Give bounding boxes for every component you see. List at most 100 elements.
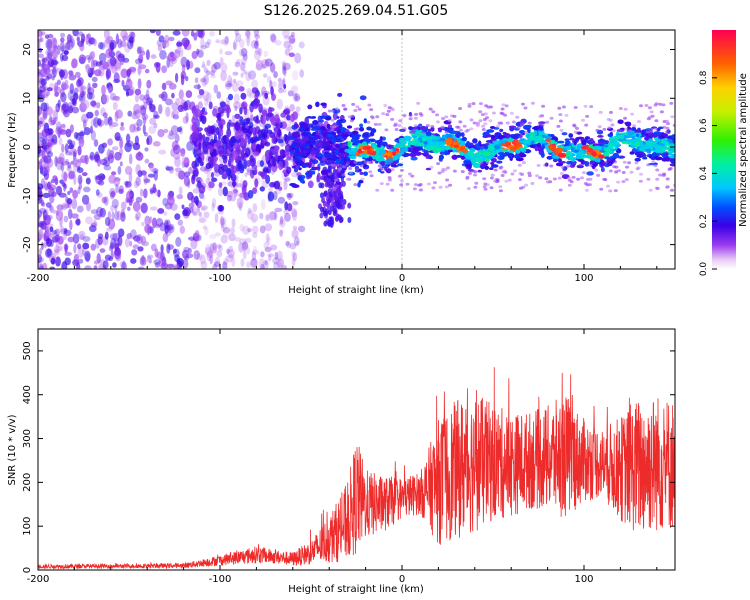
heatmap-cell xyxy=(115,33,119,45)
heatmap-cell xyxy=(149,163,155,172)
heatmap-cell xyxy=(234,105,238,112)
heatmap-cell xyxy=(266,75,272,83)
heatmap-cell xyxy=(334,195,338,202)
heatmap-cell xyxy=(393,122,398,126)
heatmap-cell xyxy=(150,104,156,113)
heatmap-cell xyxy=(90,118,97,127)
heatmap-cell xyxy=(489,186,494,190)
heatmap-cell xyxy=(153,114,160,120)
heatmap-cell xyxy=(127,206,131,211)
heatmap-cell xyxy=(311,116,316,119)
heatmap-cell xyxy=(632,124,637,128)
heatmap-cell xyxy=(82,90,86,96)
heatmap-cell xyxy=(294,93,298,101)
heatmap-cell xyxy=(74,219,81,225)
heatmap-cell xyxy=(502,148,509,152)
heatmap-cell xyxy=(42,142,46,153)
heatmap-cell xyxy=(50,257,56,265)
heatmap-cell xyxy=(603,144,609,148)
heatmap-cell xyxy=(363,160,368,164)
heatmap-cell xyxy=(126,75,131,83)
heatmap-cell xyxy=(469,127,474,131)
heatmap-cell xyxy=(342,199,347,205)
heatmap-cell xyxy=(256,145,261,150)
heatmap-cell xyxy=(39,158,43,169)
heatmap-cell xyxy=(138,54,144,64)
heatmap-cell xyxy=(191,199,195,207)
heatmap-cell xyxy=(214,232,221,237)
heatmap-cell xyxy=(192,211,198,216)
heatmap-cell xyxy=(114,204,118,212)
heatmap-cell xyxy=(490,173,495,177)
heatmap-cell xyxy=(47,58,55,67)
heatmap-cell xyxy=(276,98,283,110)
heatmap-cell xyxy=(102,61,109,70)
heatmap-cell xyxy=(166,219,171,231)
heatmap-cell xyxy=(175,72,179,83)
heatmap-cell xyxy=(348,167,353,170)
heatmap-cell xyxy=(310,150,317,155)
heatmap-cell xyxy=(45,225,50,231)
heatmap-cell xyxy=(292,225,298,231)
heatmap-cell xyxy=(580,176,584,180)
heatmap-cell xyxy=(56,204,64,211)
heatmap-cell xyxy=(266,236,271,245)
heatmap-cell xyxy=(63,184,68,189)
heatmap-cell xyxy=(653,127,658,131)
heatmap-cell xyxy=(380,160,386,165)
heatmap-cell xyxy=(509,111,514,115)
heatmap-cell xyxy=(114,151,122,161)
heatmap-cell xyxy=(152,141,161,147)
heatmap-cell xyxy=(312,120,319,125)
heatmap-cell xyxy=(232,82,239,93)
heatmap-cell xyxy=(125,78,133,89)
heatmap-cell xyxy=(277,77,282,83)
heatmap-cell xyxy=(69,71,74,78)
heatmap-cell xyxy=(332,163,337,167)
heatmap-cell xyxy=(445,145,451,150)
heatmap-cell xyxy=(323,151,330,156)
heatmap-cell xyxy=(646,163,651,167)
heatmap-cell xyxy=(80,90,85,98)
heatmap-cell xyxy=(229,122,236,127)
heatmap-cell xyxy=(99,248,106,253)
heatmap-cell xyxy=(351,148,359,152)
heatmap-cell xyxy=(252,203,258,213)
heatmap-cell xyxy=(153,170,158,181)
heatmap-cell xyxy=(653,164,658,168)
heatmap-cell xyxy=(412,128,416,132)
heatmap-cell xyxy=(136,119,143,127)
heatmap-cell xyxy=(50,137,55,143)
heatmap-cell xyxy=(330,118,335,122)
heatmap-cell xyxy=(359,164,364,168)
heatmap-cell xyxy=(297,225,306,233)
heatmap-cell xyxy=(69,83,75,95)
heatmap-cell xyxy=(254,47,261,55)
heatmap-cell xyxy=(259,133,264,141)
heatmap-cell xyxy=(54,104,59,111)
heatmap-cell xyxy=(538,114,543,118)
heatmap-cell xyxy=(546,180,550,184)
heatmap-cell xyxy=(224,35,229,45)
heatmap-cell xyxy=(148,125,156,134)
heatmap-cell xyxy=(665,141,670,146)
heatmap-cell xyxy=(524,145,528,149)
heatmap-cell xyxy=(182,116,189,124)
heatmap-cell xyxy=(196,206,201,213)
heatmap-cell xyxy=(557,176,562,180)
heatmap-cell xyxy=(71,60,77,69)
heatmap-cell xyxy=(332,210,337,217)
heatmap-cell xyxy=(349,119,354,123)
heatmap-cell xyxy=(281,60,287,66)
heatmap-cell xyxy=(174,157,181,168)
heatmap-cell xyxy=(545,120,550,124)
heatmap-cell xyxy=(158,149,167,155)
heatmap-cell xyxy=(297,175,303,181)
heatmap-cell xyxy=(607,133,613,137)
heatmap-cell xyxy=(137,246,144,252)
heatmap-cell xyxy=(431,186,436,190)
heatmap-cell xyxy=(235,58,241,65)
heatmap-cell xyxy=(178,186,183,196)
heatmap-cell xyxy=(44,230,52,236)
heatmap-cell xyxy=(557,106,562,110)
